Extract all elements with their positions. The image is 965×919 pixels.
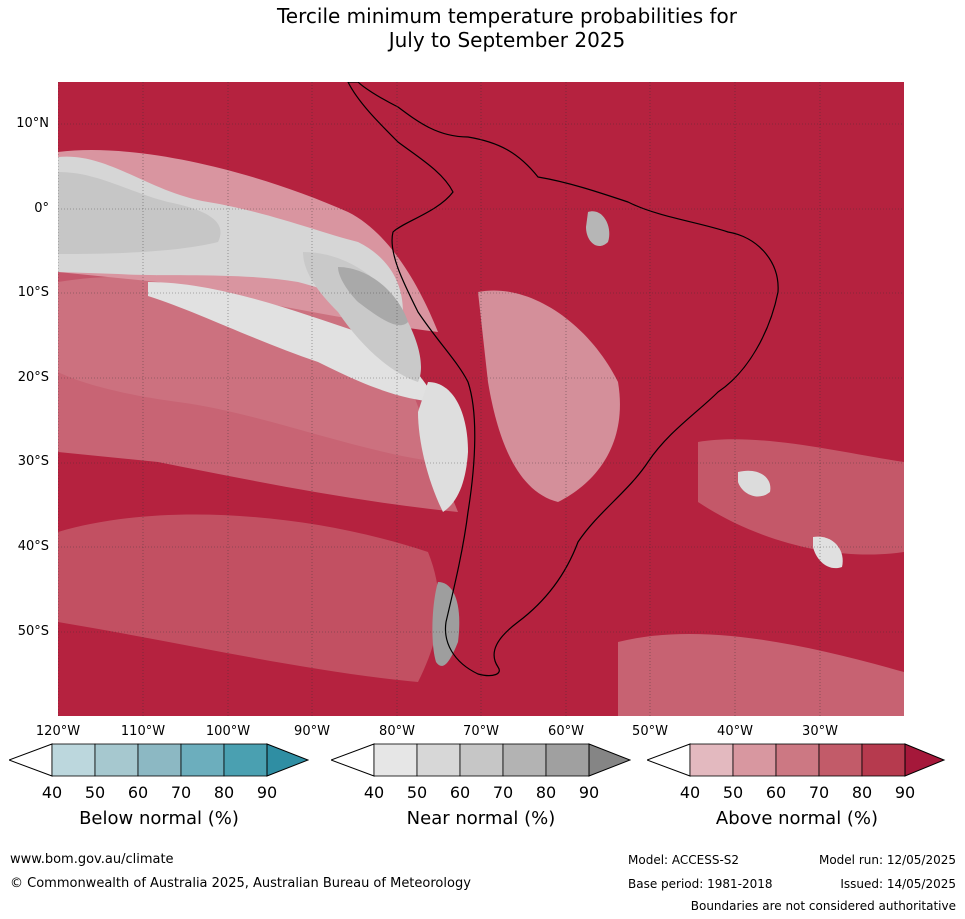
- probability-map: [58, 82, 904, 716]
- footer-model: Model: ACCESS-S2: [628, 853, 740, 867]
- above-tick-90: 90: [894, 783, 916, 802]
- near-normal-70-area: [338, 267, 408, 326]
- footer-copyright: © Commonwealth of Australia 2025, Austra…: [10, 876, 471, 891]
- lon-label-90w: 90°W: [294, 724, 330, 739]
- below-normal-swatches: [51, 743, 268, 777]
- footer-disclaimer: Boundaries are not considered authoritat…: [690, 899, 956, 913]
- above-normal-atlantic-band: [698, 439, 904, 555]
- below-normal-underflow: [9, 743, 53, 777]
- near-normal-atlantic-spot-2: [813, 536, 843, 569]
- title-line-2: July to September 2025: [388, 28, 626, 52]
- lon-label-50w: 50°W: [632, 724, 668, 739]
- near-swatch-60: [459, 743, 504, 777]
- map-svg: [58, 82, 904, 716]
- lon-label-30w: 30°W: [802, 724, 838, 739]
- above-normal-title: Above normal (%): [715, 808, 879, 829]
- near-tick-60: 60: [449, 783, 471, 802]
- below-normal-overflow: [266, 743, 309, 777]
- above-tick-60: 60: [765, 783, 787, 802]
- lat-label-10n: 10°N: [16, 116, 49, 131]
- near-normal-title: Near normal (%): [406, 808, 556, 829]
- below-normal-colorbar: [9, 743, 309, 777]
- title-line-1: Tercile minimum temperature probabilitie…: [276, 4, 738, 28]
- lon-label-40w: 40°W: [717, 724, 753, 739]
- lon-label-100w: 100°W: [205, 724, 251, 739]
- below-tick-70: 70: [170, 783, 192, 802]
- above-normal-colorbar: [647, 743, 946, 777]
- below-tick-60: 60: [127, 783, 149, 802]
- near-normal-overflow: [588, 743, 631, 777]
- near-normal-atlantic-spot: [738, 470, 771, 497]
- below-tick-40: 40: [41, 783, 63, 802]
- below-swatch-80: [223, 743, 268, 777]
- above-normal-south-atlantic: [618, 633, 904, 716]
- lat-label-0: 0°: [34, 201, 49, 216]
- footer-issued: Issued: 14/05/2025: [840, 877, 956, 891]
- lon-label-70w: 70°W: [463, 724, 499, 739]
- above-normal-overflow: [904, 743, 946, 777]
- near-tick-50: 50: [406, 783, 428, 802]
- near-swatch-70: [502, 743, 547, 777]
- near-tick-90: 90: [578, 783, 600, 802]
- above-normal-interior: [478, 290, 620, 502]
- below-normal-title: Below normal (%): [79, 808, 239, 829]
- above-swatch-40: [689, 743, 734, 777]
- near-swatch-40: [373, 743, 418, 777]
- near-swatch-80: [545, 743, 590, 777]
- near-normal-chile-area: [418, 382, 468, 512]
- lon-label-60w: 60°W: [548, 724, 584, 739]
- lat-label-30s: 30°S: [17, 454, 49, 469]
- lon-label-110w: 110°W: [120, 724, 166, 739]
- above-tick-40: 40: [679, 783, 701, 802]
- above-swatch-80: [861, 743, 906, 777]
- above-swatch-50: [732, 743, 777, 777]
- near-swatch-50: [416, 743, 461, 777]
- below-tick-50: 50: [84, 783, 106, 802]
- map-title: Tercile minimum temperature probabilitie…: [0, 4, 965, 52]
- below-tick-90: 90: [256, 783, 278, 802]
- above-tick-70: 70: [808, 783, 830, 802]
- near-normal-brazil-spot: [586, 211, 610, 247]
- near-normal-swatches: [373, 743, 590, 777]
- footer-model-run: Model run: 12/05/2025: [818, 853, 956, 867]
- below-swatch-50: [94, 743, 139, 777]
- footer-url[interactable]: www.bom.gov.au/climate: [10, 852, 174, 867]
- lat-label-40s: 40°S: [17, 539, 49, 554]
- below-swatch-70: [180, 743, 225, 777]
- below-tick-80: 80: [213, 783, 235, 802]
- below-swatch-60: [137, 743, 182, 777]
- near-tick-80: 80: [535, 783, 557, 802]
- above-swatch-70: [818, 743, 863, 777]
- lon-label-80w: 80°W: [379, 724, 415, 739]
- lat-label-50s: 50°S: [17, 624, 49, 639]
- lon-label-120w: 120°W: [35, 724, 81, 739]
- above-swatch-60: [775, 743, 820, 777]
- near-tick-40: 40: [363, 783, 385, 802]
- above-normal-swatches: [689, 743, 906, 777]
- near-normal-40-band: [148, 282, 438, 402]
- above-normal-underflow: [647, 743, 691, 777]
- near-normal-peru-area: [303, 252, 421, 382]
- above-tick-80: 80: [851, 783, 873, 802]
- near-tick-70: 70: [492, 783, 514, 802]
- above-normal-south-band: [58, 514, 439, 682]
- above-tick-50: 50: [722, 783, 744, 802]
- graticule: [58, 82, 904, 716]
- near-normal-colorbar: [331, 743, 631, 777]
- below-swatch-40: [51, 743, 96, 777]
- south-america-coastline: [347, 82, 779, 677]
- lat-label-10s: 10°S: [17, 285, 49, 300]
- near-normal-60-area: [58, 172, 221, 254]
- footer-base-period: Base period: 1981-2018: [628, 877, 773, 891]
- lat-label-20s: 20°S: [17, 370, 49, 385]
- near-normal-underflow: [331, 743, 375, 777]
